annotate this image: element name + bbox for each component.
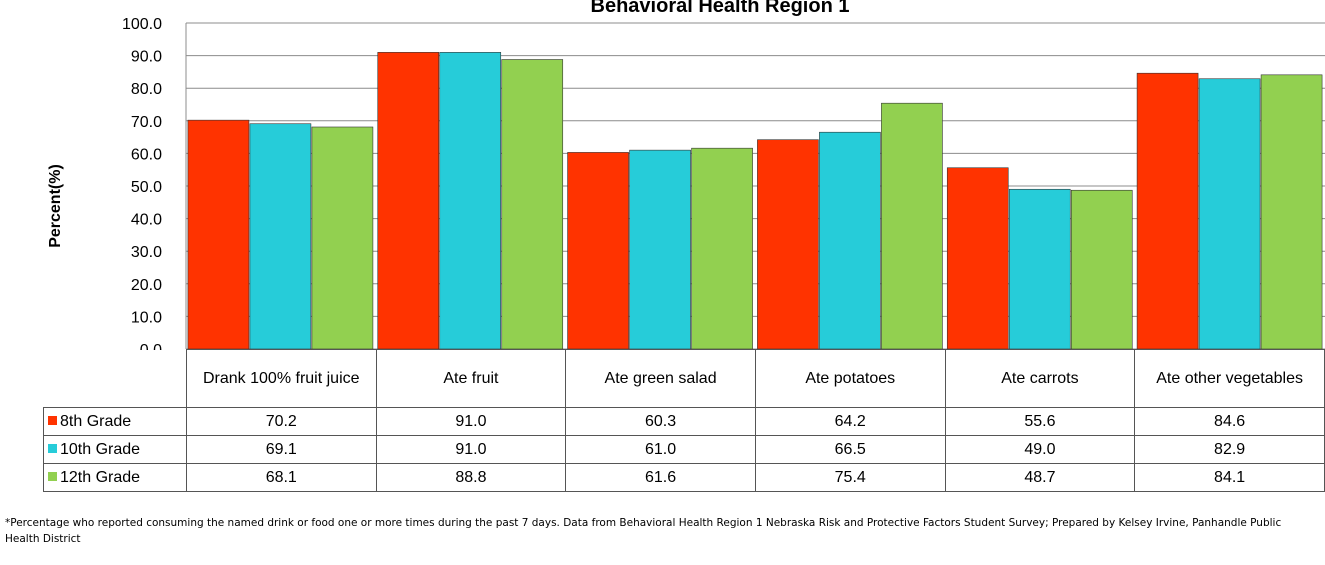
y-tick-label: 30.0 xyxy=(131,244,162,261)
data-label: 82.9 xyxy=(1134,435,1325,464)
category-label: Ate potatoes xyxy=(754,349,946,408)
legend-entry: 12th Grade xyxy=(43,463,187,492)
bar-12th-grade-2 xyxy=(691,147,753,350)
bar-10th-grade-2 xyxy=(629,149,691,350)
data-label: 61.6 xyxy=(565,463,756,492)
data-label: 55.6 xyxy=(944,407,1136,436)
data-label: 66.5 xyxy=(754,435,946,464)
y-tick-label: 10.0 xyxy=(131,309,162,326)
data-label: 91.0 xyxy=(375,435,567,464)
bar-8th-grade-5 xyxy=(1136,72,1199,350)
bar-8th-grade-3 xyxy=(757,139,819,350)
legend-swatch xyxy=(48,471,57,481)
bar-8th-grade-2 xyxy=(567,152,629,350)
bar-12th-grade-5 xyxy=(1260,74,1323,350)
table-row: 12th Grade 68.1 88.8 61.6 75.4 48.7 84.1 xyxy=(43,463,1325,492)
y-tick-label: 0.0 xyxy=(140,342,162,350)
data-label: 68.1 xyxy=(185,463,377,492)
data-table: Drank 100% fruit juice Ate fruit Ate green… xyxy=(43,349,1325,492)
bar-10th-grade-1 xyxy=(439,52,502,350)
series-name: 8th Grade xyxy=(60,412,132,430)
y-tick-label: 20.0 xyxy=(131,277,162,294)
bar-10th-grade-4 xyxy=(1008,188,1071,350)
data-label: 91.0 xyxy=(375,407,567,436)
chart-plot: Behavioral Health Region 1 0.0 10.0 20.0 30.… xyxy=(47,0,1325,350)
data-label: 49.0 xyxy=(944,435,1136,464)
chart-title: Behavioral Health Region 1 xyxy=(591,0,850,17)
y-tick-label: 60.0 xyxy=(131,146,162,163)
legend-swatch xyxy=(48,415,57,425)
bar-12th-grade-0 xyxy=(311,126,374,350)
category-label: Ate carrots xyxy=(944,349,1136,408)
data-label: 88.8 xyxy=(375,463,567,492)
chart: Behavioral Health Region 1 0.0 10.0 20.0 30.… xyxy=(43,0,1325,492)
data-label: 61.0 xyxy=(565,435,756,464)
bar-8th-grade-4 xyxy=(946,167,1009,350)
bar-12th-grade-4 xyxy=(1070,189,1133,350)
bar-12th-grade-3 xyxy=(881,102,943,350)
category-label: Ate other vegetables xyxy=(1134,349,1325,408)
data-label: 70.2 xyxy=(185,407,377,436)
y-tick-label: 80.0 xyxy=(131,81,162,98)
y-tick-label: 90.0 xyxy=(131,49,162,66)
legend-entry: 8th Grade xyxy=(43,407,187,436)
legend-entry: 10th Grade xyxy=(43,435,187,464)
data-label: 69.1 xyxy=(185,435,377,464)
y-tick-label: 100.0 xyxy=(122,16,162,33)
table-row: 10th Grade 69.1 91.0 61.0 66.5 49.0 82.9 xyxy=(43,435,1325,464)
category-label: Drank 100% fruit juice xyxy=(185,349,377,408)
bar-10th-grade-3 xyxy=(819,131,881,350)
footnote: *Percentage who reported consuming the n… xyxy=(5,517,1282,545)
table-row: 8th Grade 70.2 91.0 60.3 64.2 55.6 84.6 xyxy=(43,407,1325,436)
data-label: 48.7 xyxy=(944,463,1136,492)
data-label: 84.6 xyxy=(1134,407,1325,436)
bar-8th-grade-1 xyxy=(377,52,440,350)
data-label: 84.1 xyxy=(1134,463,1325,492)
table-corner xyxy=(44,350,187,408)
category-label: Ate green salad xyxy=(565,349,756,408)
bar-10th-grade-0 xyxy=(249,123,312,350)
series-name: 10th Grade xyxy=(60,440,141,458)
bar-12th-grade-1 xyxy=(501,59,564,350)
data-label: 75.4 xyxy=(754,463,946,492)
y-tick-label: 70.0 xyxy=(131,114,162,131)
data-label: 64.2 xyxy=(754,407,946,436)
bar-10th-grade-5 xyxy=(1198,78,1261,350)
category-label: Ate fruit xyxy=(375,349,567,408)
data-label: 60.3 xyxy=(565,407,756,436)
series-name: 12th Grade xyxy=(60,468,141,486)
legend-swatch xyxy=(48,443,57,453)
bar-8th-grade-0 xyxy=(187,119,250,350)
y-tick-label: 40.0 xyxy=(131,212,162,229)
y-axis-label: Percent(%) xyxy=(47,164,64,248)
y-tick-label: 50.0 xyxy=(131,179,162,196)
